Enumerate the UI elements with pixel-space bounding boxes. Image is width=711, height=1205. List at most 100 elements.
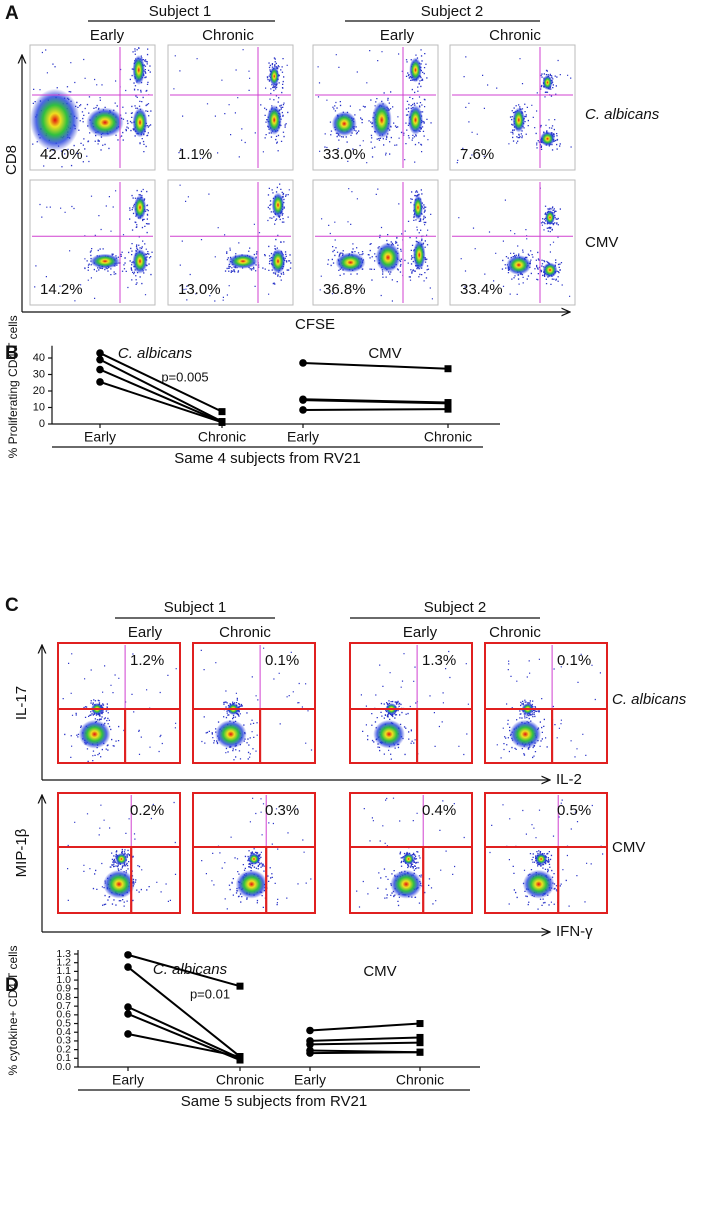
chronic-point: [444, 365, 452, 373]
density-blob: [540, 131, 555, 147]
axis-label: CD8: [3, 145, 20, 175]
y-tick-label: 40: [33, 352, 45, 364]
subject-label: Subject 1: [164, 599, 227, 616]
group-label: CMV: [363, 963, 396, 980]
density-blob: [132, 55, 145, 85]
density-blob: [522, 869, 555, 899]
subject-label: Subject 2: [421, 3, 484, 20]
chronic-point: [236, 1053, 244, 1061]
x-tick-label: Chronic: [396, 1072, 444, 1088]
density-blob: [413, 195, 423, 220]
timepoint-label: Chronic: [202, 27, 254, 44]
percent-label: 1.1%: [178, 146, 212, 163]
row-label: C. albicans: [612, 691, 687, 708]
density-blob: [506, 255, 532, 275]
x-tick-label: Early: [84, 429, 116, 445]
density-blob: [375, 242, 401, 273]
density-blob: [373, 719, 405, 749]
group-label: CMV: [368, 345, 401, 362]
density-blob: [30, 88, 80, 152]
density-blob: [409, 57, 422, 83]
density-blob: [86, 107, 124, 138]
percent-label: 0.3%: [265, 802, 299, 819]
y-tick-label: 1.0: [56, 974, 71, 986]
pair-line: [99, 352, 223, 413]
early-point: [124, 1003, 132, 1011]
density-blob: [402, 853, 415, 865]
density-blob: [545, 210, 555, 225]
gate-box: [265, 846, 317, 914]
x-tick-label: Early: [294, 1072, 326, 1088]
density-blob: [115, 853, 128, 865]
axis-label: IL-2: [556, 771, 582, 788]
early-point: [124, 1030, 132, 1038]
early-point: [299, 359, 307, 367]
early-point: [124, 1010, 132, 1018]
pair-line: [99, 380, 223, 424]
group-label: C. albicans: [153, 961, 228, 978]
pair-line: [99, 358, 223, 423]
row-label: CMV: [585, 234, 618, 251]
percent-label: 36.8%: [323, 281, 366, 298]
y-tick-label: 1.3: [56, 948, 71, 960]
plot-frame: [29, 179, 156, 306]
density-blob: [512, 107, 525, 133]
pair-line: [309, 1051, 421, 1055]
y-tick-label: 0: [39, 418, 45, 430]
percent-label: 7.6%: [460, 146, 494, 163]
chronic-point: [416, 1039, 424, 1047]
y-tick-label: 30: [33, 368, 45, 380]
gate-box: [551, 708, 608, 764]
x-tick-label: Early: [287, 429, 319, 445]
plot-frame: [485, 643, 607, 763]
y-axis-label: % Proliferating CD4 T cells: [6, 315, 20, 458]
timepoint-label: Chronic: [219, 624, 271, 641]
percent-label: 42.0%: [40, 146, 83, 163]
early-point: [306, 1049, 314, 1057]
density-blob: [335, 252, 366, 273]
p-value: p=0.005: [161, 369, 208, 384]
chronic-point: [416, 1048, 424, 1056]
pair-line: [302, 408, 449, 411]
percent-label: 0.5%: [557, 802, 591, 819]
density-blob: [542, 262, 558, 278]
density-blob: [371, 101, 392, 139]
timepoint-label: Early: [90, 27, 125, 44]
timepoint-label: Chronic: [489, 27, 541, 44]
pair-line: [309, 1036, 421, 1042]
pair-line: [127, 966, 241, 1058]
chronic-point: [218, 418, 226, 426]
timepoint-label: Chronic: [489, 624, 541, 641]
percent-label: 0.1%: [265, 652, 299, 669]
x-tick-label: Chronic: [198, 429, 246, 445]
density-blob: [266, 105, 282, 135]
density-blob: [133, 195, 147, 220]
percent-label: 0.2%: [130, 802, 164, 819]
y-tick-label: 0.0: [56, 1061, 71, 1073]
y-tick-label: 0.9: [56, 983, 71, 995]
pair-line: [127, 1006, 241, 1060]
y-axis-label: % cytokine+ CD4 T cells: [6, 946, 20, 1076]
density-blob: [270, 248, 286, 274]
row-label: CMV: [612, 839, 645, 856]
x-tick-label: Chronic: [216, 1072, 264, 1088]
pair-line: [99, 368, 223, 424]
pair-line: [302, 399, 449, 405]
gate-box: [422, 846, 474, 914]
y-tick-label: 0.5: [56, 1017, 71, 1029]
gate-box: [557, 846, 609, 914]
y-tick-label: 1.1: [56, 965, 71, 977]
chronic-point: [218, 408, 226, 416]
x-tick-label: Early: [112, 1072, 144, 1088]
pair-line: [309, 1041, 421, 1046]
pair-line: [309, 1022, 421, 1032]
y-tick-label: 0.3: [56, 1035, 71, 1047]
subject-label: Subject 1: [149, 3, 212, 20]
density-blob: [271, 192, 285, 218]
percent-label: 1.3%: [422, 652, 456, 669]
panel-label: A: [5, 3, 19, 24]
chronic-point: [416, 1020, 424, 1028]
timepoint-label: Early: [380, 27, 415, 44]
density-blob: [132, 248, 148, 274]
axis-label: MIP-1β: [13, 828, 30, 877]
